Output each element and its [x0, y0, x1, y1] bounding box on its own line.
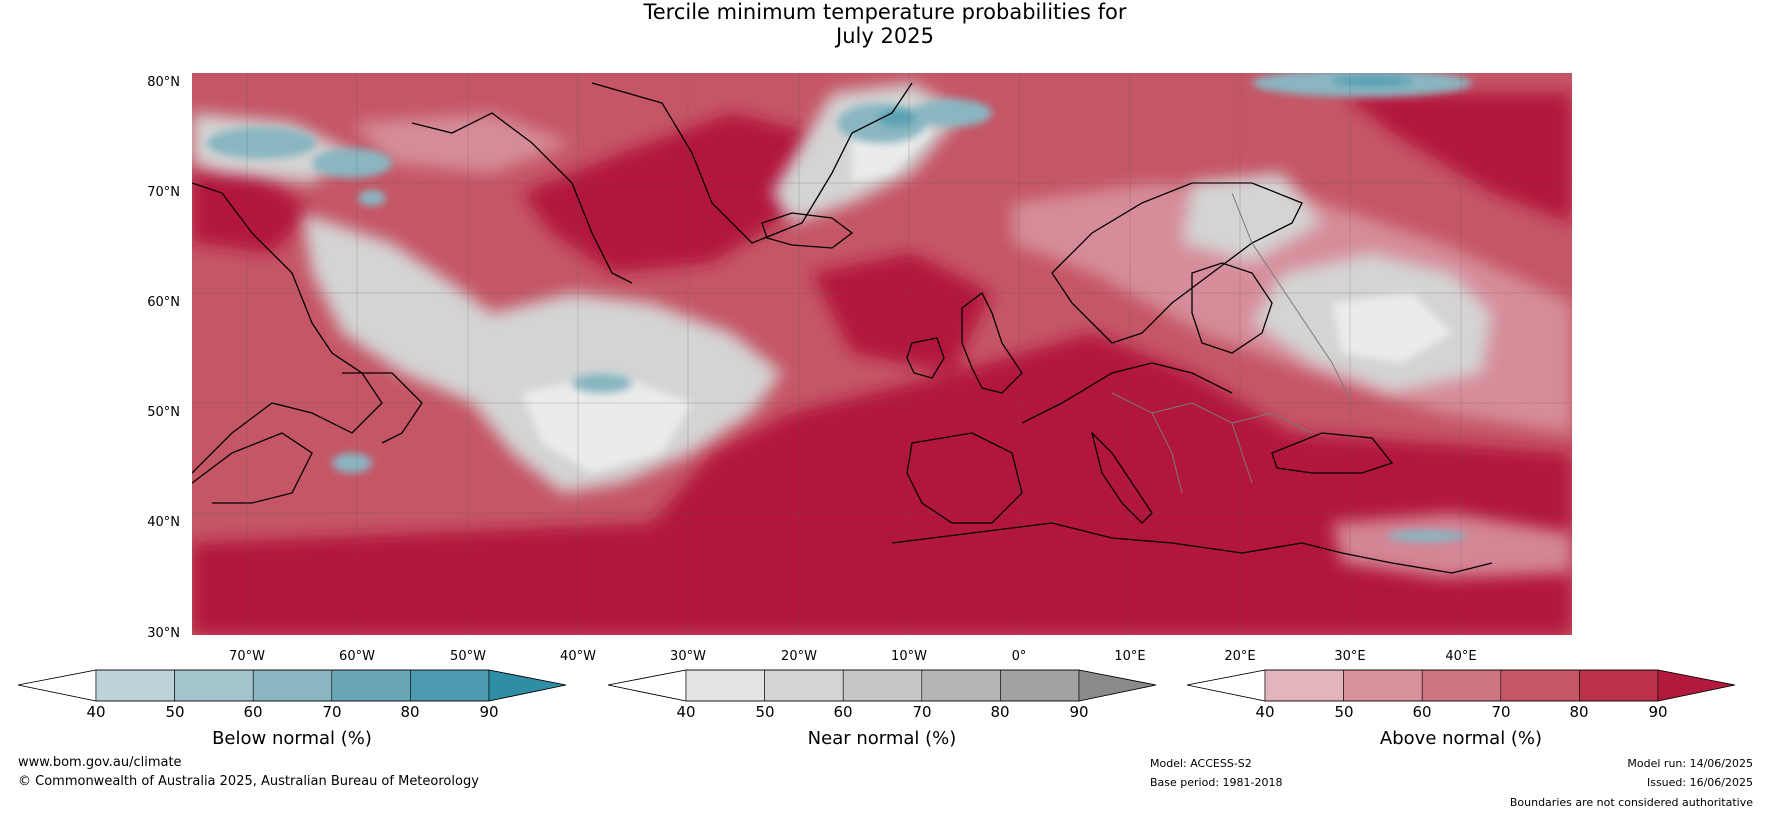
coastlines: [192, 82, 1493, 574]
cbar-below-tick-40: 40: [86, 703, 106, 721]
colorbar-near-normal: [608, 669, 1156, 702]
deep-red-zones: [192, 93, 1572, 635]
probability-map: [192, 73, 1572, 635]
cbar-near-outline: [608, 669, 1156, 702]
lat-label-60: 60°N: [147, 295, 180, 310]
issued-text: Issued: 16/06/2025: [1646, 776, 1753, 789]
cbar-above-seg-3: [1421, 669, 1502, 702]
cbar-near-label: Near normal (%): [807, 728, 957, 749]
colorbar-above-normal: [1187, 669, 1735, 702]
cbar-above-tick-50: 50: [1334, 703, 1354, 721]
cbar-near-seg-1: [685, 669, 765, 702]
cbar-above-tick-80: 80: [1569, 703, 1589, 721]
chart-title: Tercile minimum temperature probabilitie…: [0, 0, 1770, 48]
cbar-below-seg-0: [18, 669, 97, 702]
model-text: Model: ACCESS-S2: [1150, 757, 1252, 770]
cbar-above-seg-5: [1579, 669, 1659, 702]
lon-label-20w: 20°W: [781, 649, 817, 664]
cbar-near-seg-6: [1078, 669, 1156, 702]
cbar-below-seg-2: [174, 669, 254, 702]
cbar-below-label: Below normal (%): [212, 728, 372, 749]
lon-label-30w: 30°W: [670, 649, 706, 664]
lon-label-20e: 20°E: [1224, 649, 1256, 664]
cbar-below-seg-1: [95, 669, 175, 702]
lon-label-40e: 40°E: [1445, 649, 1477, 664]
lat-label-40: 40°N: [147, 515, 180, 530]
lon-label-60w: 60°W: [339, 649, 375, 664]
disclaimer-text: Boundaries are not considered authoritat…: [1509, 796, 1753, 809]
lon-label-0: 0°: [1011, 649, 1027, 664]
cbar-above-seg-6: [1657, 669, 1735, 702]
cbar-above-tick-70: 70: [1491, 703, 1511, 721]
cbar-near-tick-90: 90: [1069, 703, 1089, 721]
lat-label-80: 80°N: [147, 75, 180, 90]
lat-label-50: 50°N: [147, 405, 180, 420]
cbar-below-seg-6: [488, 669, 566, 702]
model-run-text: Model run: 14/06/2025: [1627, 757, 1753, 770]
cbar-near-tick-60: 60: [833, 703, 853, 721]
cbar-near-seg-5: [1000, 669, 1080, 702]
cbar-near-seg-4: [921, 669, 1001, 702]
cbar-near-tick-80: 80: [990, 703, 1010, 721]
cbar-above-seg-2: [1343, 669, 1423, 702]
title-line-1: Tercile minimum temperature probabilitie…: [643, 0, 1127, 24]
lon-label-30e: 30°E: [1334, 649, 1366, 664]
lon-label-10w: 10°W: [891, 649, 927, 664]
cbar-near-seg-0: [608, 669, 687, 702]
cbar-above-seg-1: [1264, 669, 1344, 702]
cbar-near-seg-3: [842, 669, 923, 702]
cbar-below-tick-90: 90: [479, 703, 499, 721]
country-borders: [1111, 192, 1353, 494]
cbar-below-tick-80: 80: [400, 703, 420, 721]
cbar-near-tick-70: 70: [912, 703, 932, 721]
lat-label-30: 30°N: [147, 626, 180, 641]
lon-label-40w: 40°W: [560, 649, 596, 664]
cbar-below-seg-4: [331, 669, 411, 702]
lat-label-70: 70°N: [147, 185, 180, 200]
base-period-text: Base period: 1981-2018: [1150, 776, 1283, 789]
cbar-near-seg-2: [764, 669, 844, 702]
title-line-2: July 2025: [836, 24, 934, 48]
cbar-below-tick-60: 60: [243, 703, 263, 721]
website-link[interactable]: www.bom.gov.au/climate: [18, 755, 182, 770]
cbar-above-label: Above normal (%): [1379, 728, 1543, 749]
cbar-above-seg-0: [1187, 669, 1266, 702]
strong-below-normal-zones: [879, 75, 1412, 126]
cbar-above-tick-40: 40: [1255, 703, 1275, 721]
colorbar-below-normal: [18, 669, 566, 702]
graticule: [192, 73, 1572, 635]
cbar-above-tick-60: 60: [1412, 703, 1432, 721]
cbar-near-tick-40: 40: [676, 703, 696, 721]
lon-label-50w: 50°W: [450, 649, 486, 664]
cbar-below-tick-50: 50: [165, 703, 185, 721]
cbar-above-outline: [1187, 669, 1735, 702]
cbar-below-seg-3: [252, 669, 333, 702]
cbar-above-tick-90: 90: [1648, 703, 1668, 721]
cbar-near-tick-50: 50: [755, 703, 775, 721]
lon-label-70w: 70°W: [229, 649, 265, 664]
lon-label-10e: 10°E: [1114, 649, 1146, 664]
map-svg: [192, 73, 1572, 635]
cbar-below-outline: [18, 669, 566, 702]
cbar-below-seg-5: [410, 669, 490, 702]
cbar-above-seg-4: [1500, 669, 1580, 702]
cbar-below-tick-70: 70: [322, 703, 342, 721]
copyright-text: © Commonwealth of Australia 2025, Austra…: [18, 774, 479, 789]
